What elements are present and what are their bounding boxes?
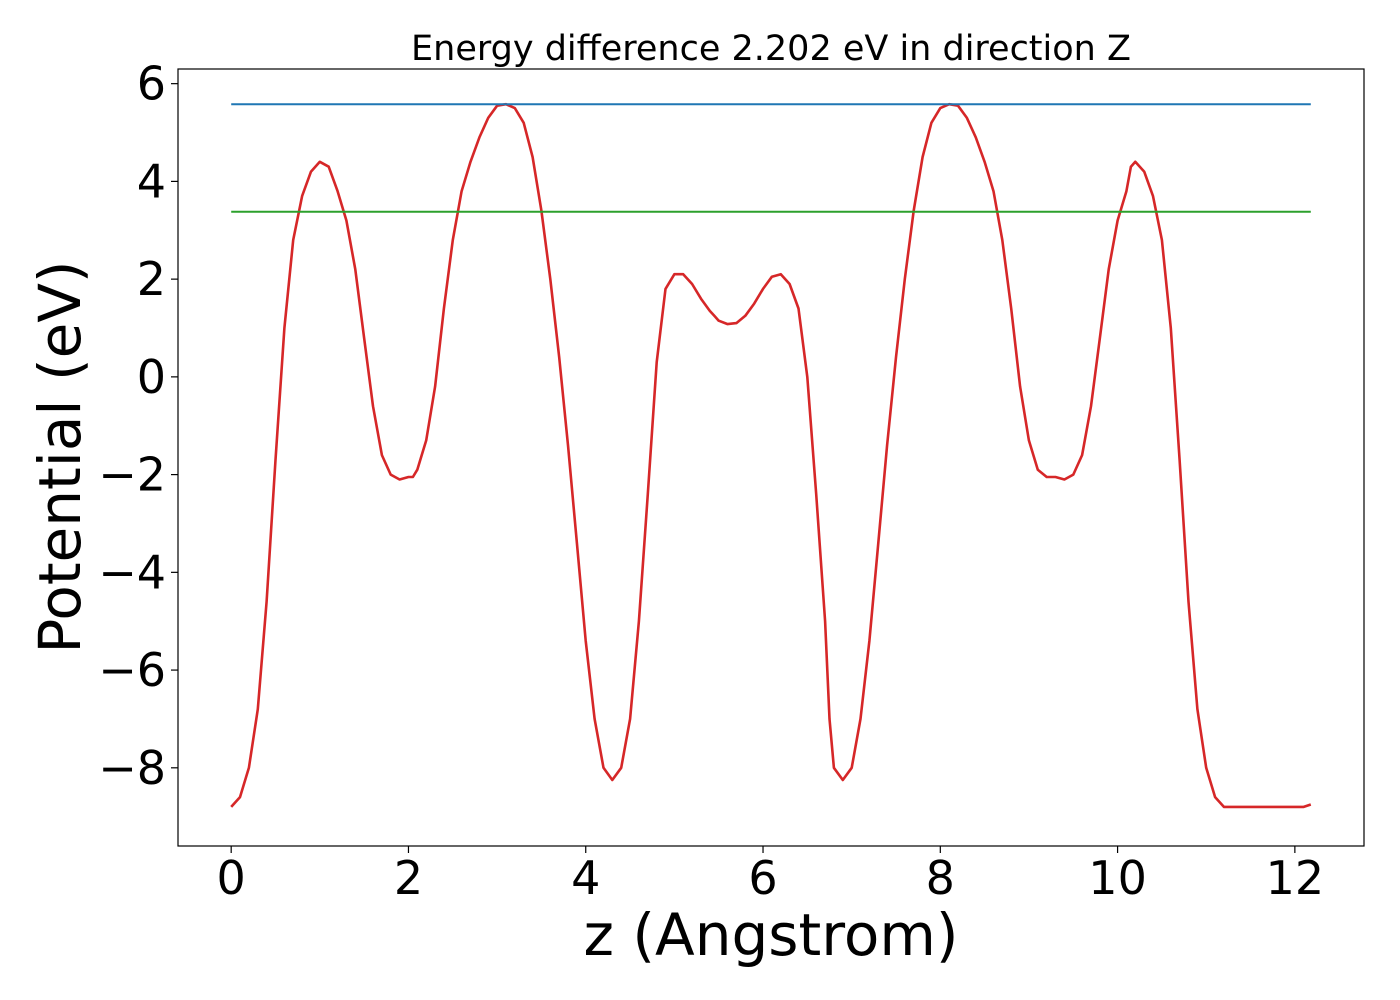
x-axis-label: z (Angstrom) — [584, 901, 959, 969]
y-tick-label: −2 — [98, 448, 166, 502]
x-tick-label: 8 — [926, 851, 955, 905]
x-tick-label: 4 — [571, 851, 600, 905]
y-tick-label: 4 — [137, 154, 166, 208]
x-tick-label: 2 — [394, 851, 423, 905]
y-tick-label: −8 — [98, 741, 166, 795]
series-layer — [230, 102, 1312, 809]
x-tick-label: 12 — [1266, 851, 1325, 905]
y-tick-label: −6 — [98, 643, 166, 697]
x-tick-label: 10 — [1088, 851, 1147, 905]
y-tick-label: −4 — [98, 545, 166, 599]
chart-title: Energy difference 2.202 eV in direction … — [411, 29, 1131, 69]
tick-layer: 0 2 4 6 8 10 12 −8 −6 −4 −2 0 2 4 6 — [98, 57, 1324, 905]
y-tick-label: 0 — [137, 350, 166, 404]
potential-curve — [230, 102, 1312, 809]
x-tick-label: 0 — [217, 851, 246, 905]
y-tick-label: 2 — [137, 252, 166, 306]
plot-frame — [177, 68, 1365, 847]
x-tick-label: 6 — [748, 851, 777, 905]
y-tick-label: 6 — [137, 57, 166, 111]
y-axis-label: Potential (eV) — [26, 260, 94, 653]
